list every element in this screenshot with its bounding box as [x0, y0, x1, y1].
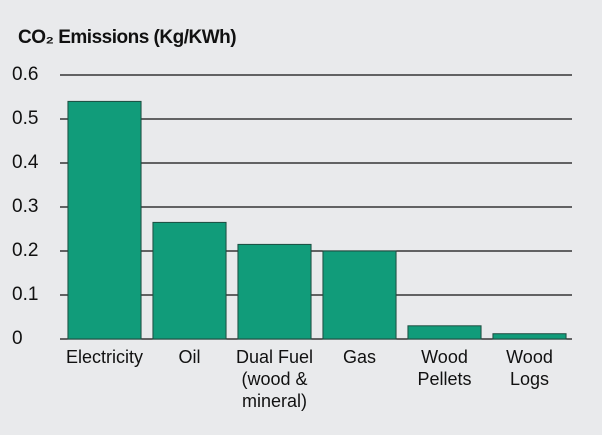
y-tick-label: 0.2 — [12, 240, 38, 261]
x-tick-label: Gas — [342, 347, 376, 367]
y-tick-label: 0.3 — [12, 196, 38, 217]
bar — [152, 221, 227, 340]
y-tick-label: 0.4 — [12, 152, 39, 173]
y-tick-label: 0.6 — [12, 64, 38, 85]
bar — [492, 333, 567, 340]
x-tick-label: Wood Logs — [506, 347, 553, 389]
bar — [67, 100, 142, 340]
y-tick-label: 0.1 — [12, 284, 38, 305]
y-tick-label: 0 — [12, 328, 23, 349]
x-tick-label: Wood Pellets — [417, 347, 472, 389]
bar — [237, 243, 312, 340]
bar — [407, 325, 482, 340]
x-tick-label: Dual Fuel (wood & mineral) — [235, 347, 314, 411]
x-tick-label: Electricity — [65, 347, 143, 367]
x-tick-label: Oil — [178, 347, 201, 367]
y-tick-label: 0.5 — [12, 108, 38, 129]
bar — [322, 250, 397, 340]
chart-title: CO₂ Emissions (Kg/KWh) — [18, 27, 236, 48]
